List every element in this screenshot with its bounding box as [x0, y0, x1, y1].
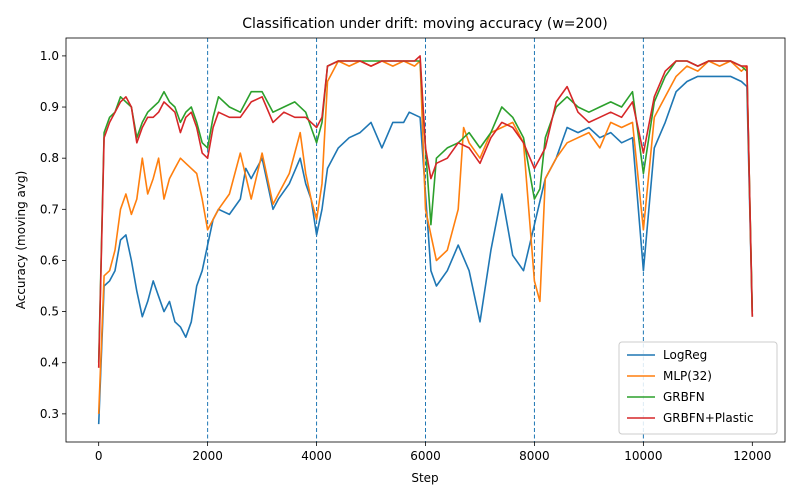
legend-label: GRBFN — [663, 390, 705, 404]
legend-label: LogReg — [663, 348, 707, 362]
series-line-0 — [97, 75, 754, 425]
x-tick-label: 2000 — [192, 449, 223, 463]
series-lines — [97, 55, 754, 425]
y-tick-label: 0.7 — [40, 202, 59, 216]
x-axis-title: Step — [411, 471, 438, 485]
y-tick-label: 0.8 — [40, 151, 59, 165]
series-line-2 — [97, 60, 754, 363]
series-line-3 — [97, 55, 754, 368]
x-tick-label: 12000 — [733, 449, 771, 463]
legend-label: GRBFN+Plastic — [663, 411, 754, 425]
legend-box — [618, 341, 778, 435]
y-axis: 0.3 0.4 0.5 0.6 0.7 0.8 0.9 1.0 — [40, 49, 66, 421]
y-tick-label: 0.6 — [40, 253, 59, 267]
x-tick-label: 4000 — [301, 449, 332, 463]
chart-title: Classification under drift: moving accur… — [242, 16, 607, 32]
x-tick-label: 0 — [95, 449, 103, 463]
y-tick-label: 0.5 — [40, 305, 59, 319]
x-tick-label: 10000 — [624, 449, 662, 463]
y-axis-title: Accuracy (moving avg) — [14, 171, 28, 310]
drift-lines — [207, 38, 644, 442]
x-axis: 0 2000 4000 6000 8000 10000 12000 — [95, 442, 771, 463]
x-tick-label: 6000 — [410, 449, 441, 463]
y-tick-label: 0.4 — [40, 356, 59, 370]
legend-label: MLP(32) — [663, 369, 712, 383]
x-tick-label: 8000 — [519, 449, 550, 463]
y-tick-label: 0.9 — [40, 100, 59, 114]
legend: LogReg MLP(32) GRBFN GRBFN+Plastic — [618, 341, 778, 435]
y-tick-label: 1.0 — [40, 49, 59, 63]
y-tick-label: 0.3 — [40, 407, 59, 421]
